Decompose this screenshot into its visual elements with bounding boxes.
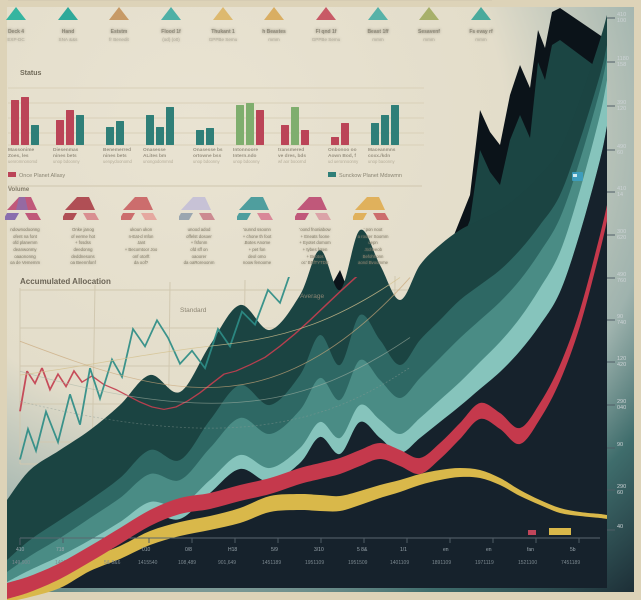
svg-text:en: en [486, 547, 492, 553]
svg-text:1415540: 1415540 [138, 560, 158, 566]
svg-text:149,900: 149,900 [12, 560, 30, 566]
svg-text:Maceanmns: Maceanmns [368, 147, 396, 153]
svg-text:5b: 5b [570, 547, 576, 553]
svg-text:620: 620 [617, 235, 626, 241]
svg-text:en: en [443, 547, 449, 553]
svg-text:100: 100 [617, 18, 626, 24]
svg-text:Accumulated Allocation: Accumulated Allocation [20, 277, 111, 286]
svg-text:14: 14 [617, 192, 623, 198]
svg-text:718: 718 [56, 547, 65, 553]
svg-text:60: 60 [617, 490, 623, 496]
svg-text:H18: H18 [228, 547, 237, 553]
svg-text:Onbonoo oo: Onbonoo oo [328, 147, 357, 153]
svg-text:1/1: 1/1 [400, 547, 407, 553]
svg-text:1951509: 1951509 [348, 560, 368, 566]
svg-text:ud ueronnoonny: ud ueronnoonny [328, 159, 359, 164]
svg-text:1401109: 1401109 [390, 560, 409, 566]
svg-text:420: 420 [617, 362, 626, 368]
svg-text:90: 90 [617, 442, 623, 448]
svg-text:010: 010 [142, 547, 151, 553]
svg-text:901,649: 901,649 [218, 560, 236, 566]
svg-text:1521100: 1521100 [518, 560, 537, 566]
svg-text:3/10: 3/10 [314, 547, 324, 553]
svg-text:0/8: 0/8 [185, 547, 192, 553]
svg-text:Sunckow Planet Mdswmn: Sunckow Planet Mdswmn [339, 173, 402, 179]
svg-text:108,489: 108,489 [178, 560, 196, 566]
svg-text:unop bdoonny: unop bdoonny [233, 159, 260, 164]
svg-text:wf aor booornd: wf aor booornd [278, 159, 307, 164]
svg-text:unongodommnd: unongodommnd [143, 159, 174, 164]
svg-text:Once Planet Allasy: Once Planet Allasy [19, 173, 65, 179]
svg-text:Standard: Standard [180, 307, 207, 314]
svg-text:740: 740 [617, 320, 626, 326]
svg-text:Massonime: Massonime [8, 147, 34, 153]
svg-text:Benemerred: Benemerred [103, 147, 131, 153]
svg-text:1891109: 1891109 [432, 560, 451, 566]
svg-text:Average: Average [300, 293, 324, 300]
svg-text:7451189: 7451189 [561, 560, 580, 566]
svg-text:Intonnoore: Intonnoore [233, 147, 258, 153]
svg-text:760: 760 [617, 278, 626, 284]
svg-text:Onasesse: Onasesse [143, 147, 166, 153]
svg-text:158: 158 [617, 62, 626, 68]
svg-text:5/9: 5/9 [271, 547, 278, 553]
svg-text:120: 120 [617, 106, 626, 112]
svg-text:uenpydoonomd: uenpydoonomd [103, 159, 133, 164]
svg-text:040: 040 [617, 405, 626, 411]
svg-text:Diesenmas: Diesenmas [53, 147, 79, 153]
svg-text:uenromnonomd: uenromnonomd [8, 159, 38, 164]
svg-text:fan: fan [527, 547, 534, 553]
svg-text:unop bdoonny: unop bdoonny [193, 159, 220, 164]
svg-text:410: 410 [16, 547, 25, 553]
svg-text:Status: Status [20, 70, 42, 77]
svg-text:unop baoonny: unop baoonny [368, 159, 395, 164]
svg-text:1951109: 1951109 [305, 560, 324, 566]
svg-text:5 8&: 5 8& [357, 547, 368, 553]
svg-text:1971119: 1971119 [475, 560, 494, 566]
svg-text:unop bdoonny: unop bdoonny [53, 159, 80, 164]
svg-text:1451189: 1451189 [262, 560, 281, 566]
svg-text:transmered: transmered [278, 147, 304, 153]
svg-text:Onasesse bs: Onasesse bs [193, 147, 223, 153]
svg-text:40: 40 [617, 524, 623, 530]
svg-text:5& 8&6: 5& 8&6 [104, 560, 121, 566]
svg-text:60: 60 [617, 150, 623, 156]
